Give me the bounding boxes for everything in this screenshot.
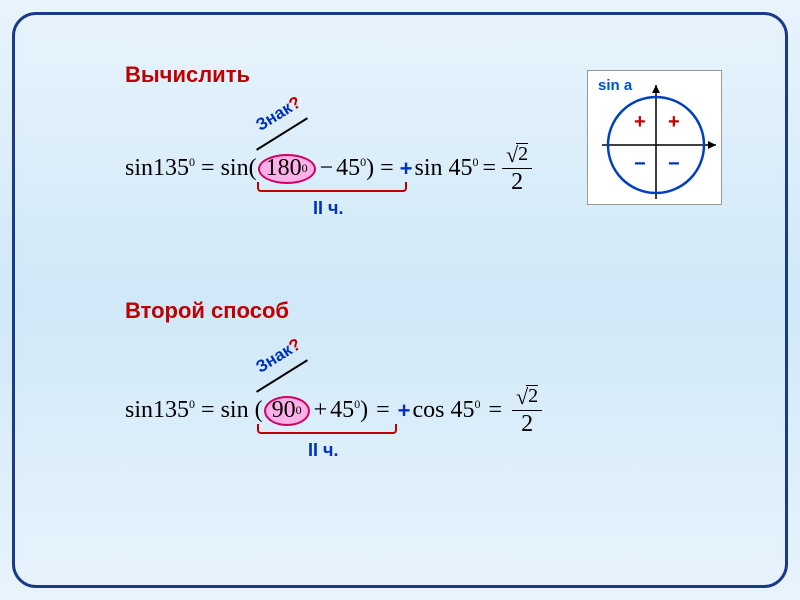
eq1-b: 450 bbox=[336, 155, 366, 182]
znak-label-1: Знак? bbox=[252, 92, 304, 135]
bracket-1 bbox=[257, 182, 407, 192]
unit-circle-icon bbox=[588, 71, 723, 206]
slide-content: Вычислить Знак? sin1350 = sin ( 1800 − 4… bbox=[30, 30, 770, 570]
sign-diagram: sin a + + − − bbox=[587, 70, 722, 205]
q3-sign: − bbox=[634, 153, 646, 176]
q2-sign: + bbox=[634, 111, 646, 134]
eq2-highlight-a: 900 bbox=[264, 396, 310, 426]
eq2-result: 2 2 bbox=[512, 384, 542, 438]
bracket-2 bbox=[257, 424, 397, 434]
eq1-highlight-a: 1800 bbox=[258, 154, 316, 184]
q4-sign: − bbox=[668, 153, 680, 176]
znak-label-2: Знак? bbox=[252, 334, 304, 377]
bracket-label-2: II ч. bbox=[308, 440, 338, 461]
eq2-sign: + bbox=[398, 398, 411, 424]
eq1-inner-fn: sin bbox=[221, 155, 249, 182]
title-compute: Вычислить bbox=[125, 62, 250, 88]
eq1-result: 2 2 bbox=[502, 142, 532, 196]
eq1-lhs: sin1350 bbox=[125, 155, 195, 182]
eq1-rhs: sin 450 bbox=[415, 155, 479, 182]
eq2-inner-fn: sin bbox=[221, 397, 249, 424]
bracket-label-1: II ч. bbox=[313, 198, 343, 219]
eq1-sign: + bbox=[400, 156, 413, 182]
eq2-b: 450 bbox=[330, 397, 360, 424]
eq2-lhs: sin1350 bbox=[125, 397, 195, 424]
eq2-rhs: cos 450 bbox=[413, 397, 481, 424]
q1-sign: + bbox=[668, 111, 680, 134]
title-second-method: Второй способ bbox=[125, 298, 289, 324]
